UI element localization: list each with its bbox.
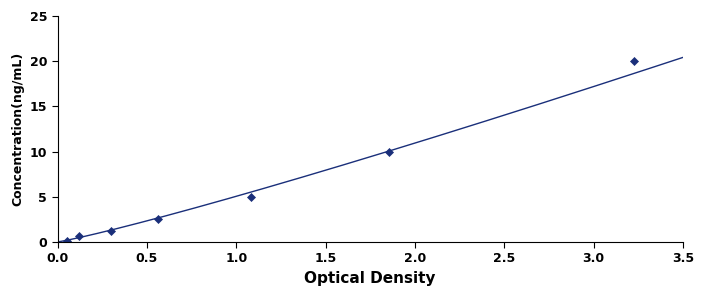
Y-axis label: Concentration(ng/mL): Concentration(ng/mL) <box>11 52 24 206</box>
X-axis label: Optical Density: Optical Density <box>305 271 436 286</box>
